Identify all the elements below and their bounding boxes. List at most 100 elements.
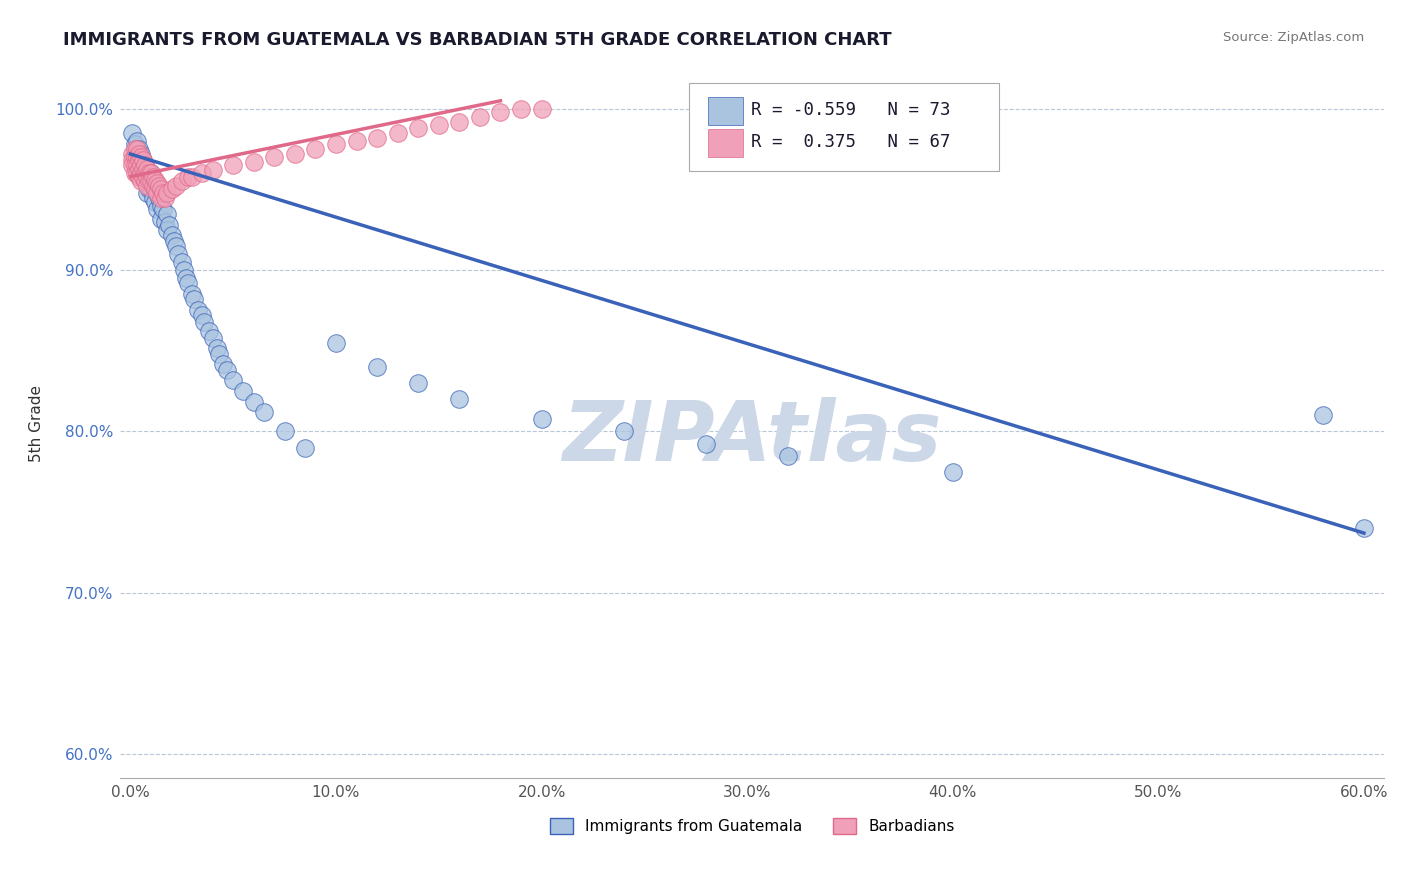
Point [135, 161, 157, 176]
Point [160, 227, 183, 242]
Point [146, 186, 169, 200]
Point [124, 137, 146, 152]
Point [134, 174, 156, 188]
Point [177, 169, 200, 184]
Point [132, 153, 155, 168]
Text: ZIPAtlas: ZIPAtlas [562, 397, 942, 478]
Text: R =  0.375   N = 67: R = 0.375 N = 67 [751, 133, 950, 151]
Point [212, 357, 235, 371]
Point [242, 395, 264, 409]
Point [128, 142, 150, 156]
Point [139, 174, 162, 188]
Point [132, 166, 155, 180]
Point [778, 449, 800, 463]
Point [125, 166, 148, 180]
Point [165, 179, 187, 194]
Point [135, 163, 157, 178]
Point [155, 215, 177, 229]
Point [124, 150, 146, 164]
FancyBboxPatch shape [709, 128, 744, 157]
Point [165, 239, 187, 253]
Point [162, 234, 184, 248]
Point [695, 437, 717, 451]
Point [129, 174, 152, 188]
Point [128, 161, 150, 176]
Point [128, 153, 150, 168]
Point [135, 186, 157, 200]
Point [263, 150, 285, 164]
Legend: Immigrants from Guatemala, Barbadians: Immigrants from Guatemala, Barbadians [550, 819, 955, 834]
Point [152, 186, 174, 200]
Point [173, 263, 195, 277]
Point [304, 142, 326, 156]
Point [273, 425, 295, 439]
Point [468, 110, 491, 124]
Point [125, 142, 148, 156]
Point [156, 223, 179, 237]
Point [489, 105, 512, 120]
Point [132, 161, 155, 176]
Point [125, 150, 148, 164]
Point [139, 166, 162, 180]
Point [366, 131, 388, 145]
Text: R = -0.559   N = 73: R = -0.559 N = 73 [751, 101, 950, 119]
Point [1353, 521, 1375, 535]
Point [132, 153, 155, 168]
Point [160, 182, 183, 196]
Point [150, 182, 173, 196]
Text: IMMIGRANTS FROM GUATEMALA VS BARBADIAN 5TH GRADE CORRELATION CHART: IMMIGRANTS FROM GUATEMALA VS BARBADIAN 5… [63, 31, 891, 49]
Point [143, 195, 166, 210]
Point [191, 308, 214, 322]
Point [135, 179, 157, 194]
Point [346, 134, 368, 148]
Point [143, 182, 166, 196]
Point [138, 166, 160, 180]
Point [166, 247, 188, 261]
Point [152, 202, 174, 216]
Point [170, 255, 193, 269]
Point [138, 174, 160, 188]
Point [174, 271, 197, 285]
Y-axis label: 5th Grade: 5th Grade [30, 384, 44, 462]
Point [134, 166, 156, 180]
Point [142, 179, 165, 194]
Point [181, 287, 204, 301]
Point [197, 325, 219, 339]
Point [143, 173, 166, 187]
Point [613, 425, 636, 439]
Point [146, 176, 169, 190]
Point [128, 169, 150, 184]
Point [135, 169, 157, 184]
Point [128, 153, 150, 168]
Point [201, 163, 224, 178]
Point [215, 363, 238, 377]
Point [134, 158, 156, 172]
Text: Source: ZipAtlas.com: Source: ZipAtlas.com [1223, 31, 1364, 45]
Point [159, 218, 181, 232]
Point [124, 147, 146, 161]
Point [366, 359, 388, 374]
Point [150, 199, 173, 213]
Point [427, 118, 450, 132]
Point [135, 174, 157, 188]
FancyBboxPatch shape [709, 97, 744, 125]
Point [128, 166, 150, 180]
Point [156, 186, 179, 200]
Point [125, 150, 148, 164]
Point [155, 190, 177, 204]
Point [170, 174, 193, 188]
Point [121, 158, 143, 172]
Point [191, 166, 214, 180]
Point [124, 142, 146, 156]
Point [129, 169, 152, 184]
Point [129, 150, 152, 164]
Point [138, 169, 160, 184]
Point [121, 147, 143, 161]
Point [325, 137, 347, 152]
Point [325, 335, 347, 350]
Point [294, 441, 316, 455]
Point [129, 147, 152, 161]
Point [146, 186, 169, 200]
Point [142, 174, 165, 188]
Point [150, 190, 173, 204]
